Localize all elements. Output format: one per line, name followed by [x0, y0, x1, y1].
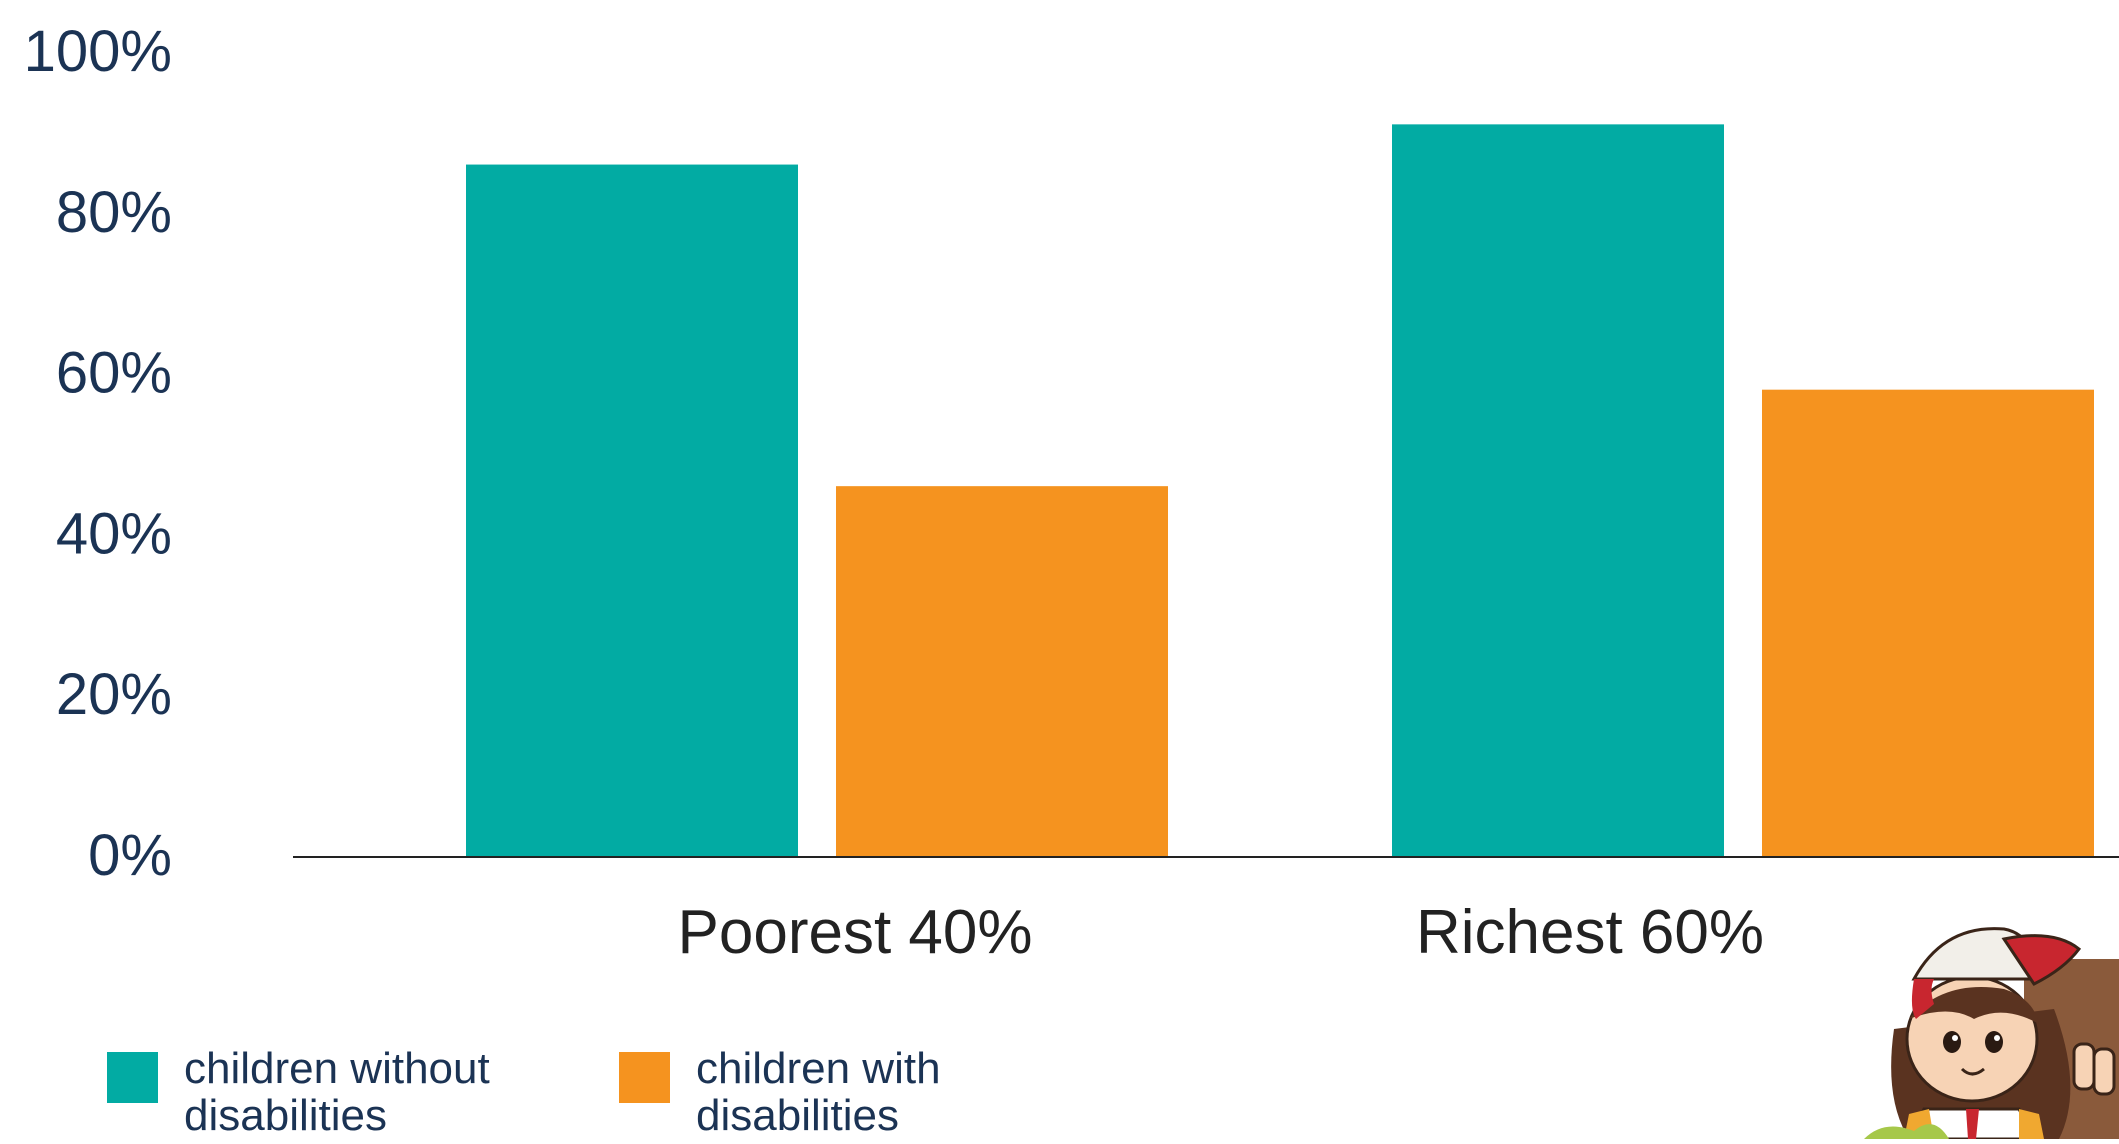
y-tick-label: 60%: [56, 341, 172, 406]
bars: [466, 124, 2094, 857]
legend-swatch-teal: [107, 1052, 158, 1103]
child-mascot-illustration: [1854, 909, 2119, 1139]
legend: children without disabilities children w…: [0, 1045, 1100, 1139]
bar-with-disabilities-poorest: [836, 486, 1168, 856]
y-tick-label: 0%: [88, 823, 172, 888]
bar-without-disabilities-poorest: [466, 164, 798, 856]
bar-with-disabilities-richest: [1762, 389, 2094, 856]
y-tick-label: 40%: [56, 501, 172, 566]
x-tick-label: Poorest 40%: [678, 898, 1033, 967]
y-tick-label: 80%: [56, 180, 172, 245]
legend-label: children with disabilities: [696, 1044, 941, 1140]
y-axis-ticks: 0% 20% 40% 60% 80% 100%: [24, 19, 172, 888]
x-tick-label: Richest 60%: [1416, 898, 1764, 967]
bar-without-disabilities-richest: [1392, 124, 1724, 857]
x-axis-ticks: Poorest 40% Richest 60%: [678, 898, 1765, 967]
legend-label: children without disabilities: [184, 1044, 490, 1140]
y-tick-label: 100%: [24, 19, 172, 84]
y-tick-label: 20%: [56, 662, 172, 727]
legend-swatch-orange: [619, 1052, 670, 1103]
